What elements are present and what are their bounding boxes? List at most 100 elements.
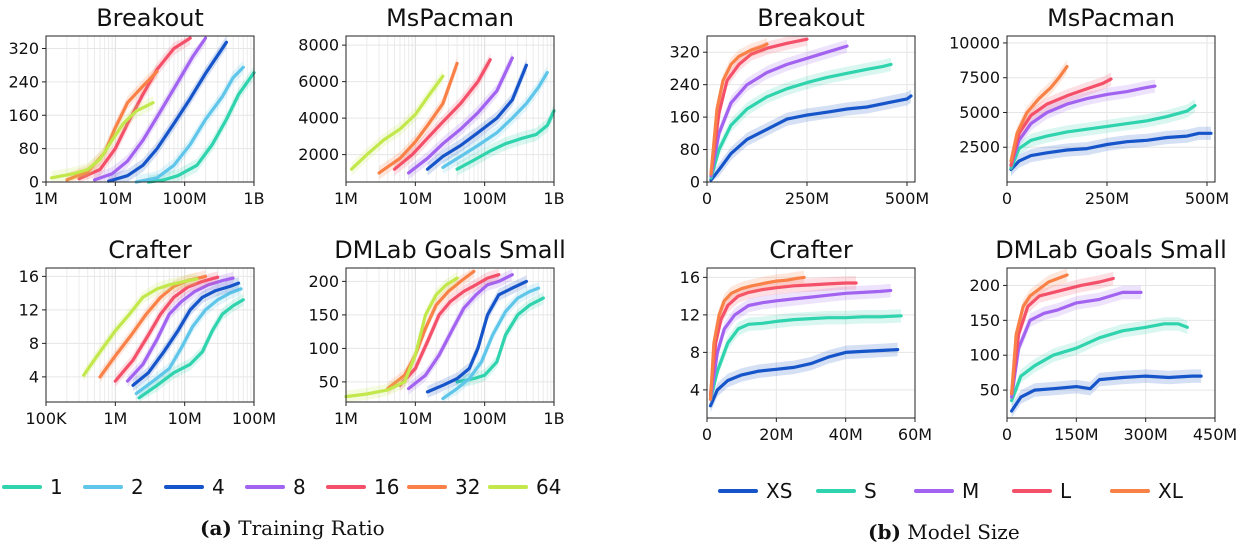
series-line-S — [708, 314, 903, 401]
y-tick-label: 12 — [680, 305, 700, 324]
chart-title: Breakout — [96, 4, 204, 32]
series-line-XL — [1009, 64, 1069, 163]
legend-label: S — [864, 479, 877, 503]
legend-item-XL: XL — [1110, 479, 1184, 503]
y-tick-label: 100 — [969, 346, 1000, 365]
legend-item-M: M — [914, 479, 979, 503]
series-line-8 — [92, 36, 208, 182]
y-tick-label: 80 — [19, 139, 39, 158]
series-line-2 — [441, 70, 549, 169]
plot-frame — [1006, 267, 1216, 419]
y-tick-label: 8 — [690, 343, 700, 362]
x-tick-label: 0 — [1002, 425, 1012, 444]
plot-frame — [45, 267, 255, 403]
y-tick-label: 8 — [29, 334, 39, 353]
y-tick-label: 160 — [8, 106, 39, 125]
series-band-1 — [457, 292, 544, 388]
x-tick-label: 100M — [232, 409, 276, 428]
y-tick-label: 4 — [29, 367, 39, 386]
x-tick-label: 100M — [462, 189, 506, 208]
legend-item-L: L — [1012, 479, 1072, 503]
series-band-2 — [442, 65, 548, 174]
plot-frame — [345, 35, 555, 183]
y-tick-label: 10000 — [949, 33, 1000, 52]
chart-title: Breakout — [757, 4, 865, 32]
legend-item-1: 1 — [2, 475, 63, 499]
series-line-L — [1009, 276, 1115, 396]
series-line-S — [1009, 322, 1189, 403]
legend-label: 32 — [455, 475, 480, 499]
series-line-L — [708, 281, 858, 397]
x-tick-label: 10M — [398, 409, 432, 428]
caption-b-tag: (b) — [868, 520, 901, 544]
y-tick-label: 160 — [669, 108, 700, 127]
plot-frame — [1006, 35, 1216, 183]
caption-b-text: Model Size — [907, 520, 1020, 544]
chart-a4: 1M 10M 100M 1B 50 100 150 200 DMLab Goals Small — [308, 236, 565, 428]
series-line-4 — [425, 63, 529, 171]
series-line-8 — [125, 276, 235, 383]
legend-label: L — [1060, 479, 1072, 503]
caption-a-text: Training Ratio — [238, 516, 385, 540]
legend-item-32: 32 — [407, 475, 480, 499]
y-tick-label: 50 — [319, 372, 339, 391]
chart-b3: 0 20M 40M 60M 4 8 12 16 Crafter — [680, 236, 932, 444]
chart-a2: 1M 10M 100M 1B 2000 4000 6000 8000 MsPacman — [298, 4, 564, 208]
series-band-4 — [133, 277, 239, 392]
plot-frame — [345, 267, 555, 403]
plot-frame — [706, 35, 916, 183]
series-band-L — [710, 276, 857, 402]
legend-item-4: 4 — [164, 475, 225, 499]
chart-title: Crafter — [769, 236, 853, 264]
x-tick-label: 40M — [829, 425, 863, 444]
legend-label: 4 — [212, 475, 225, 499]
series-band-16 — [115, 271, 218, 388]
series-line-64 — [344, 276, 459, 399]
y-tick-label: 100 — [308, 339, 339, 358]
x-tick-label: 10M — [168, 409, 202, 428]
series-line-64 — [349, 74, 445, 171]
series-line-64 — [49, 101, 155, 180]
series-band-16 — [400, 268, 499, 392]
y-tick-label: 0 — [690, 173, 700, 192]
plot-frame — [45, 35, 255, 183]
x-tick-label: 0 — [1002, 189, 1012, 208]
x-tick-label: 100M — [162, 189, 206, 208]
series-line-1 — [146, 71, 256, 184]
x-tick-label: 250M — [1085, 189, 1129, 208]
x-tick-label: 150M — [1054, 425, 1098, 444]
series-line-64 — [82, 277, 199, 377]
chart-b4: 0 150M 300M 450M 50 100 150 200 DMLab Goals Smal… — [969, 236, 1237, 444]
y-tick-label: 2000 — [298, 145, 339, 164]
x-tick-label: 100M — [462, 409, 506, 428]
x-tick-label: 0 — [702, 189, 712, 208]
legend-label: XS — [766, 479, 792, 503]
series-line-1 — [455, 109, 556, 171]
caption-b: (b) Model Size — [868, 520, 1020, 544]
series-band-XS — [1011, 369, 1202, 418]
y-tick-label: 7500 — [959, 68, 1000, 87]
x-tick-label: 1M — [334, 409, 358, 428]
series-band-M — [710, 283, 891, 406]
x-tick-label: 300M — [1123, 425, 1167, 444]
series-line-16 — [77, 36, 192, 181]
y-tick-label: 50 — [980, 381, 1000, 400]
series-band-M — [1011, 285, 1141, 404]
y-tick-label: 150 — [308, 305, 339, 324]
legend-model-size: XS S M L XL — [718, 479, 1184, 503]
series-line-2 — [134, 287, 243, 396]
x-tick-label: 1B — [543, 409, 564, 428]
series-line-XL — [708, 275, 806, 401]
legend-label: 16 — [374, 475, 399, 499]
y-tick-label: 150 — [969, 311, 1000, 330]
x-tick-label: 10M — [98, 189, 132, 208]
x-tick-label: 1B — [243, 189, 264, 208]
series-band-8 — [94, 36, 206, 182]
chart-title: MsPacman — [1047, 4, 1175, 32]
series-band-2 — [136, 60, 244, 183]
series-band-S — [1011, 99, 1195, 175]
chart-title: DMLab Goals Small — [334, 236, 566, 264]
y-tick-label: 16 — [680, 268, 700, 287]
chart-title: MsPacman — [386, 4, 514, 32]
